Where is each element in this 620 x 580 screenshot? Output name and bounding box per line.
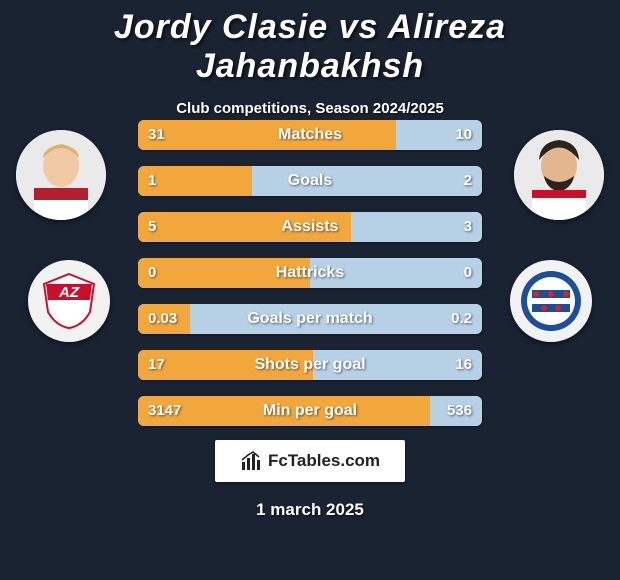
stat-label: Shots per goal: [138, 350, 482, 380]
stat-label: Goals: [138, 166, 482, 196]
svg-text:AZ: AZ: [58, 284, 80, 301]
stat-row: 12Goals: [138, 166, 482, 196]
chart-icon: [240, 450, 262, 472]
player1-club-crest: AZ: [28, 260, 110, 342]
date-label: 1 march 2025: [0, 500, 620, 520]
stat-row: 00Hattricks: [138, 258, 482, 288]
stat-label: Assists: [138, 212, 482, 242]
stat-label: Matches: [138, 120, 482, 150]
stat-row: 53Assists: [138, 212, 482, 242]
stat-row: 3110Matches: [138, 120, 482, 150]
player2-club-crest: [510, 260, 592, 342]
stats-rows: 3110Matches 12Goals 53Assists 00Hattricks 0.…: [138, 120, 482, 442]
stat-row: 3147536Min per goal: [138, 396, 482, 426]
stat-row: 0.030.2Goals per match: [138, 304, 482, 334]
player2-avatar: [514, 130, 604, 220]
stat-row: 1716Shots per goal: [138, 350, 482, 380]
stat-label: Hattricks: [138, 258, 482, 288]
page-subtitle: Club competitions, Season 2024/2025: [0, 100, 620, 117]
player1-avatar: [16, 130, 106, 220]
page-title: Jordy Clasie vs Alireza Jahanbakhsh: [0, 0, 620, 86]
stat-label: Min per goal: [138, 396, 482, 426]
site-logo-text: FcTables.com: [268, 451, 380, 471]
site-logo-bar: FcTables.com: [215, 440, 405, 482]
stat-label: Goals per match: [138, 304, 482, 334]
